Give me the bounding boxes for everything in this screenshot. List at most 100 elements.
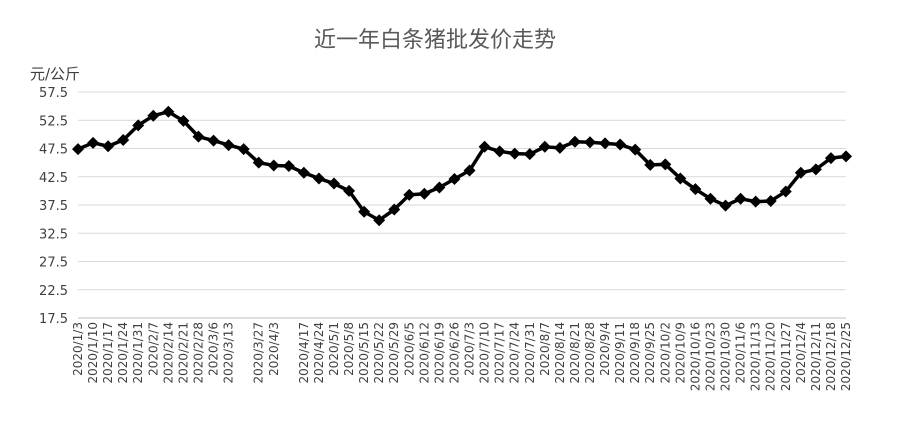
x-tick-label: 2020/3/13 <box>222 322 236 384</box>
data-point <box>132 119 145 132</box>
data-point <box>87 136 100 149</box>
data-point <box>192 130 205 143</box>
x-tick-label: 2020/10/9 <box>673 322 687 384</box>
x-tick-label: 2020/2/28 <box>191 322 205 384</box>
data-point <box>312 172 325 185</box>
data-point <box>72 143 84 156</box>
data-point <box>734 192 747 205</box>
y-tick-label: 27.5 <box>39 256 68 271</box>
x-tick-label: 2020/12/25 <box>839 322 853 391</box>
x-tick-label: 2020/9/18 <box>628 322 642 384</box>
x-tick-label: 2020/12/18 <box>824 322 838 391</box>
x-axis-ticks: 2020/1/3 2020/1/10 2020/1/17 2020/1/24 2020/… <box>71 322 853 391</box>
x-tick-label: 2020/10/30 <box>719 322 733 391</box>
x-tick-label: 2020/11/27 <box>779 322 793 391</box>
x-tick-label: 2020/8/7 <box>538 322 552 376</box>
x-tick-label: 2020/1/10 <box>86 322 100 384</box>
data-point <box>102 140 115 153</box>
chart-title: 近一年白条猪批发价走势 <box>314 28 556 53</box>
x-tick-label: 2020/6/12 <box>417 322 431 384</box>
data-point <box>508 147 521 160</box>
data-point <box>433 181 446 194</box>
x-tick-label: 2020/9/25 <box>643 322 657 384</box>
y-tick-label: 17.5 <box>39 312 68 327</box>
x-tick-label: 2020/11/6 <box>734 322 748 384</box>
data-point <box>553 141 566 154</box>
data-point <box>629 143 642 156</box>
data-point <box>418 187 431 200</box>
data-point <box>448 173 461 186</box>
data-point <box>764 195 777 208</box>
data-point <box>689 183 702 196</box>
y-tick-label: 57.5 <box>39 86 68 101</box>
x-tick-label: 2020/9/11 <box>613 322 627 384</box>
data-point <box>252 156 265 169</box>
data-point <box>282 160 295 173</box>
data-point <box>840 150 852 163</box>
y-axis-unit-label: 元/公斤 <box>30 65 80 83</box>
data-point <box>373 214 386 227</box>
data-point <box>222 139 235 152</box>
x-tick-label: 2020/10/2 <box>658 322 672 384</box>
x-tick-label: 2020/8/21 <box>568 322 582 384</box>
y-tick-label: 42.5 <box>39 171 68 186</box>
y-tick-label: 52.5 <box>39 114 68 129</box>
data-point <box>809 163 822 176</box>
data-point <box>659 158 672 171</box>
x-tick-label: 2020/7/24 <box>508 322 522 384</box>
data-point <box>162 105 175 118</box>
data-point <box>147 109 160 122</box>
data-point <box>177 114 190 127</box>
data-point <box>568 135 581 148</box>
x-tick-label: 2020/8/28 <box>583 322 597 384</box>
x-tick-label: 2020/2/14 <box>161 322 175 384</box>
x-tick-label: 2020/1/31 <box>131 322 145 384</box>
data-point <box>523 148 536 161</box>
x-tick-label: 2020/7/31 <box>523 322 537 384</box>
data-point <box>794 166 807 179</box>
data-point <box>644 158 657 171</box>
data-point <box>388 203 401 216</box>
x-tick-label: 2020/4/3 <box>267 322 281 376</box>
x-tick-label: 2020/8/14 <box>553 322 567 384</box>
x-tick-label: 2020/5/29 <box>387 322 401 384</box>
x-tick-label: 2020/10/16 <box>688 322 702 391</box>
data-point <box>599 137 612 150</box>
x-tick-label: 2020/12/4 <box>794 322 808 384</box>
data-point <box>463 164 476 177</box>
x-tick-label: 2020/10/23 <box>703 322 717 391</box>
x-tick-label: 2020/7/17 <box>493 322 507 384</box>
data-point <box>328 177 340 190</box>
x-tick-label: 2020/11/20 <box>764 322 778 391</box>
data-point <box>343 184 356 197</box>
price-series-markers <box>72 105 852 227</box>
x-tick-label: 2020/6/5 <box>402 322 416 376</box>
x-tick-label: 2020/4/17 <box>297 322 311 384</box>
x-tick-label: 2020/2/7 <box>146 322 160 376</box>
x-tick-label: 2020/3/27 <box>252 322 266 384</box>
x-tick-label: 2020/5/1 <box>327 322 341 376</box>
x-tick-label: 2020/11/13 <box>749 322 763 391</box>
data-point <box>493 145 506 158</box>
x-tick-label: 2020/5/15 <box>357 322 371 384</box>
data-point <box>297 166 310 179</box>
y-tick-label: 22.5 <box>39 284 68 299</box>
data-point <box>538 140 551 153</box>
x-tick-label: 2020/2/21 <box>176 322 190 384</box>
data-point <box>614 138 627 151</box>
x-tick-label: 2020/1/24 <box>116 322 130 384</box>
x-tick-label: 2020/7/3 <box>463 322 477 376</box>
data-point <box>824 152 837 165</box>
data-point <box>674 172 687 185</box>
data-point <box>403 188 416 201</box>
y-tick-label: 32.5 <box>39 227 68 242</box>
data-point <box>584 136 596 149</box>
y-tick-label: 47.5 <box>39 143 68 158</box>
x-tick-label: 2020/5/22 <box>372 322 386 384</box>
x-tick-label: 2020/6/26 <box>447 322 461 384</box>
data-point <box>237 143 250 156</box>
x-tick-label: 2020/3/6 <box>207 322 221 376</box>
data-point <box>117 134 130 147</box>
y-tick-label: 37.5 <box>39 199 68 214</box>
